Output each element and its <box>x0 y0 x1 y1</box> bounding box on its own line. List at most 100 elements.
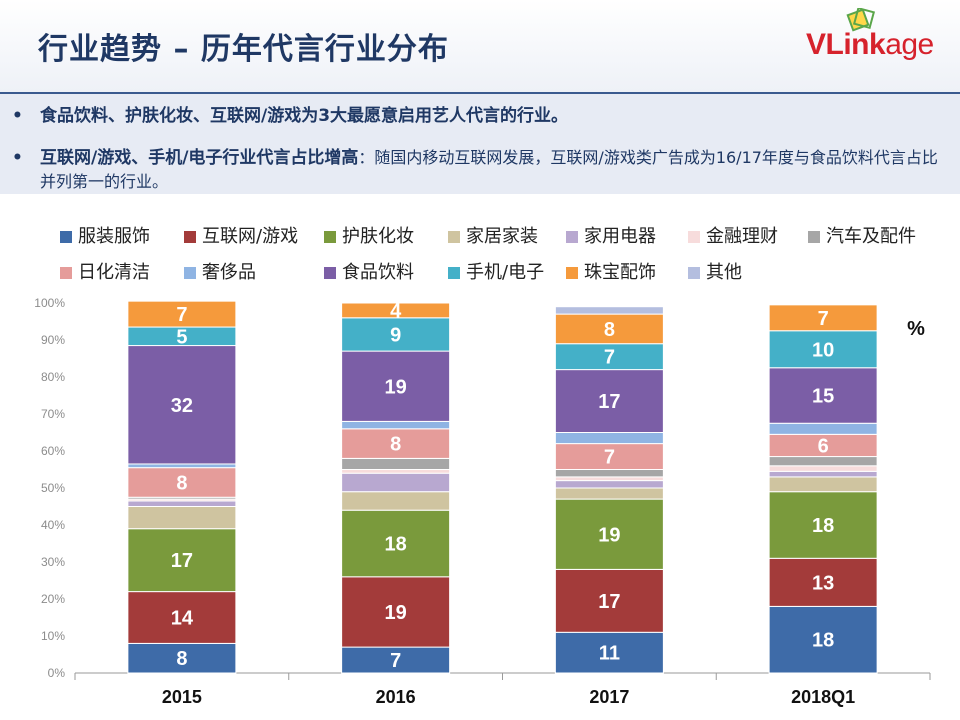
bullet-2-normal: ：随国内移动互联网发展，互联网/游戏类广告成为16/17年度与食品饮料代言占比并… <box>40 148 938 191</box>
data-label: 7 <box>176 304 187 326</box>
page-title: 行业趋势 – 历年代言行业分布 <box>38 32 449 67</box>
bar-segment <box>341 428 451 459</box>
y-tick-label: 80% <box>41 370 65 384</box>
bar-segment <box>554 498 664 570</box>
unit-label: % <box>907 318 925 340</box>
data-label: 17 <box>598 391 620 413</box>
slide-header <box>0 0 960 92</box>
data-label: 18 <box>812 515 834 537</box>
bar-segment <box>127 345 237 465</box>
data-label: 18 <box>385 534 407 556</box>
bar-segment <box>768 605 878 674</box>
data-label: 7 <box>390 650 401 672</box>
legend-label: 护肤化妆 <box>342 226 414 247</box>
x-tick-label: 2018Q1 <box>791 687 855 707</box>
data-label: 8 <box>390 434 401 456</box>
x-tick-label: 2016 <box>376 687 416 707</box>
data-label: 32 <box>171 395 193 417</box>
y-tick-label: 50% <box>41 481 65 495</box>
bar-segment <box>341 509 451 578</box>
bar-segment <box>127 528 237 593</box>
data-label: 8 <box>176 472 187 494</box>
y-tick-label: 90% <box>41 333 65 347</box>
logo-mark-icon <box>846 8 876 32</box>
legend-label: 互联网/游戏 <box>202 226 299 247</box>
bar-segment <box>768 456 878 467</box>
bar-segment <box>768 367 878 424</box>
bar-segment <box>554 480 664 489</box>
data-label: 9 <box>390 324 401 346</box>
legend-swatch <box>566 267 578 279</box>
bar-segment <box>554 343 664 371</box>
y-tick-label: 40% <box>41 518 65 532</box>
legend-label: 服装服饰 <box>78 226 150 247</box>
data-label: 18 <box>812 630 834 652</box>
data-label: 6 <box>818 435 829 457</box>
logo-text-v: V <box>806 28 826 61</box>
data-label: 10 <box>812 339 834 361</box>
bar-segment <box>554 631 664 674</box>
bullet-2-text: 互联网/游戏、手机/电子行业代言占比增高：随国内移动互联网发展，互联网/游戏类广… <box>40 146 952 194</box>
bar-segment <box>127 500 237 508</box>
bar-segment <box>768 470 878 478</box>
bar-segment <box>127 463 237 469</box>
bar-segment <box>341 420 451 430</box>
y-tick-label: 20% <box>41 592 65 606</box>
legend-label: 金融理财 <box>706 226 778 247</box>
x-tick-label: 2015 <box>162 687 202 707</box>
data-label: 19 <box>385 376 407 398</box>
data-label: 5 <box>176 326 187 348</box>
data-label: 4 <box>390 300 402 322</box>
y-tick-label: 10% <box>41 629 65 643</box>
bar-segment <box>341 469 451 474</box>
bar-segment <box>341 302 451 319</box>
bar-segment <box>341 317 451 352</box>
legend-label: 食品饮料 <box>342 262 414 283</box>
legend-label: 家居家装 <box>466 226 538 247</box>
bar-segment <box>554 306 664 315</box>
bar-segment <box>768 330 878 369</box>
bar-segment <box>554 443 664 471</box>
bullet-marker: • <box>12 148 23 168</box>
bar-segment <box>768 304 878 332</box>
legend-swatch <box>688 231 700 243</box>
legend-swatch <box>60 231 72 243</box>
bar-segment <box>768 465 878 472</box>
data-label: 19 <box>385 602 407 624</box>
header-divider <box>0 92 960 94</box>
bar-segment <box>127 506 237 530</box>
bar-segment <box>341 491 451 511</box>
bar-segment <box>554 369 664 434</box>
logo-text: VLinkage <box>806 28 934 62</box>
data-label: 11 <box>599 643 620 665</box>
bar-segment <box>768 422 878 435</box>
bar-segment <box>341 457 451 470</box>
bullet-1-text: 食品饮料、护肤化妆、互联网/游戏为3大最愿意启用艺人代言的行业。 <box>40 106 569 126</box>
bar-segment <box>554 568 664 633</box>
legend-swatch <box>60 267 72 279</box>
legend-label: 其他 <box>706 262 742 283</box>
logo-text-age: age <box>885 28 934 61</box>
summary-bullets-panel <box>0 94 960 194</box>
legend-swatch <box>808 231 820 243</box>
data-label: 15 <box>812 386 834 408</box>
bar-segment <box>554 476 664 482</box>
bar-segment <box>768 476 878 493</box>
y-tick-label: 0% <box>48 666 66 680</box>
data-label: 7 <box>604 347 615 369</box>
data-label: 17 <box>598 591 620 613</box>
data-label: 17 <box>171 550 193 572</box>
legend-swatch <box>184 267 196 279</box>
y-tick-label: 100% <box>34 296 65 310</box>
legend-swatch <box>448 231 460 243</box>
bullet-2-strong: 互联网/游戏、手机/电子行业代言占比增高 <box>40 148 359 168</box>
legend-label: 珠宝配饰 <box>584 262 656 283</box>
x-tick-label: 2017 <box>589 687 629 707</box>
bar-segment <box>554 487 664 500</box>
legend-label: 奢侈品 <box>202 262 256 283</box>
data-label: 7 <box>818 308 829 330</box>
data-label: 13 <box>812 572 834 594</box>
legend-label: 日化清洁 <box>78 262 150 283</box>
bar-segment <box>341 646 451 674</box>
